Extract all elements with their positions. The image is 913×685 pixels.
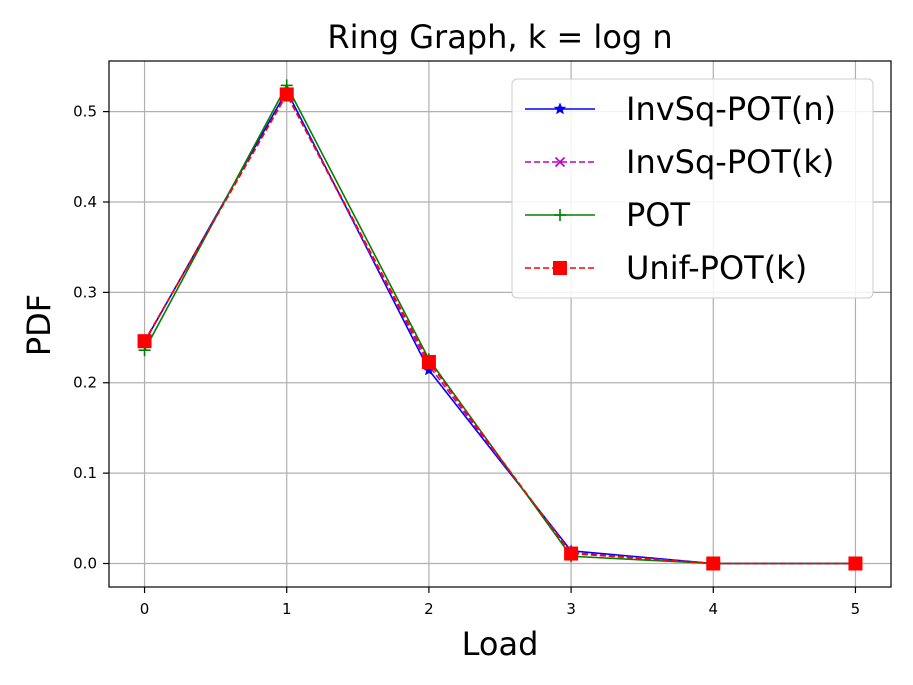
y-tick-label: 0.0 [73,555,97,573]
legend-item: InvSq-POT(k) [525,143,834,181]
chart-title: Ring Graph, k = log n [327,18,672,56]
x-tick-label: 4 [708,600,718,618]
legend-item: POT [525,196,690,234]
x-tick-label: 0 [140,600,150,618]
legend-label: POT [626,196,690,234]
legend-item: Unif-POT(k) [525,249,807,287]
legend-label: InvSq-POT(k) [626,143,834,181]
plot-area-frame [108,60,892,588]
x-tick-label: 1 [282,600,292,618]
data-point [848,556,863,571]
series-line [143,92,856,565]
legend-marker [553,102,567,115]
data-point [137,334,152,349]
legend-box [511,78,874,299]
series-unif-pot-k [137,87,863,571]
axis-ticks: 0 1 2 3 4 5 0.0 0.1 0.2 0.3 0.4 0.5 [73,103,860,618]
y-tick-label: 0.5 [73,103,97,121]
y-tick-label: 0.1 [73,464,97,482]
y-tick-label: 0.4 [73,193,97,211]
x-tick-label: 3 [566,600,576,618]
y-axis-label: PDF [20,294,58,356]
y-tick-label: 0.3 [73,283,97,301]
x-tick-label: 2 [424,600,434,618]
legend-label: InvSq-POT(n) [626,90,836,128]
data-point [421,354,436,369]
legend-marker [554,209,566,221]
plot-series [137,79,863,571]
data-point [706,556,721,571]
x-tick-label: 5 [851,600,861,618]
y-tick-label: 0.2 [73,374,97,392]
legend-marker [553,261,567,275]
data-point [279,87,294,102]
data-point [564,546,579,561]
legend-label: Unif-POT(k) [626,249,807,287]
legend-item: InvSq-POT(n) [525,90,836,128]
legend: InvSq-POT(n) InvSq-POT(k) POT Unif-POT(k) [511,78,874,299]
marker-stroke [554,156,566,168]
legend-marker [554,156,566,168]
x-axis-label: Load [462,625,539,663]
